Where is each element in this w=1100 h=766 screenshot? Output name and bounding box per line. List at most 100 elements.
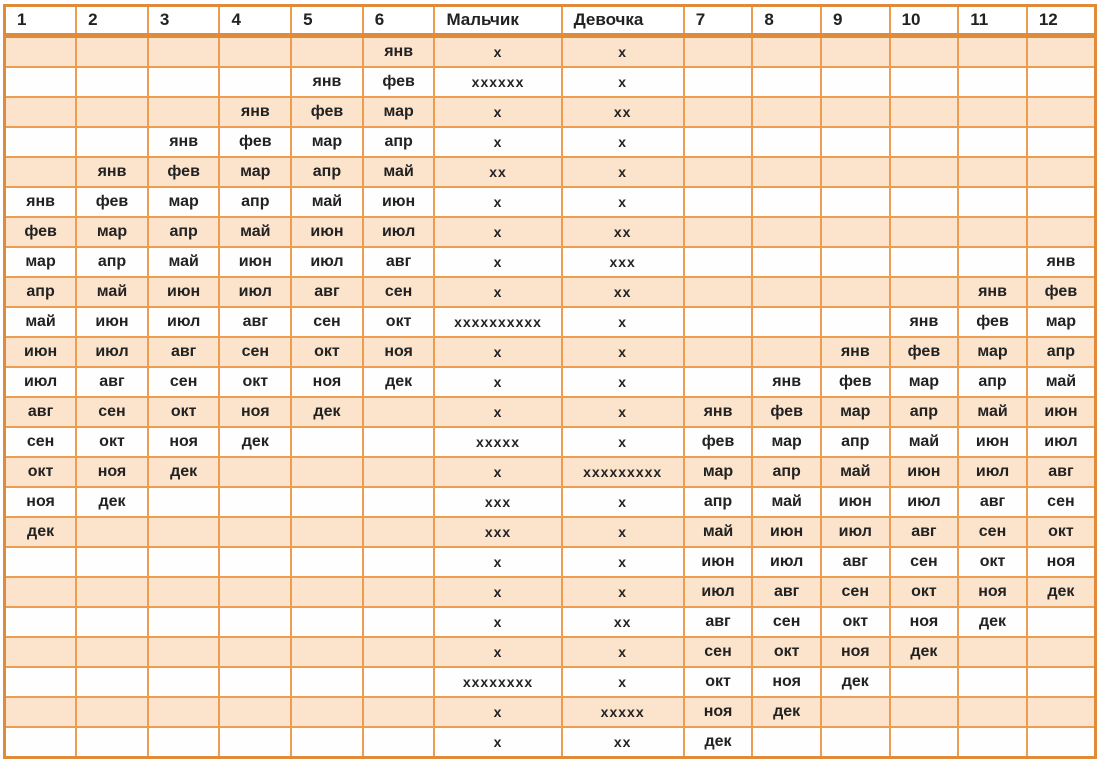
empty-cell	[146, 666, 221, 698]
month-cell: июл	[682, 576, 754, 608]
empty-cell	[218, 696, 293, 728]
table-row: х хх дек	[3, 726, 1097, 759]
marker-cell: ххх	[433, 516, 563, 548]
month-cell: янв	[361, 34, 436, 68]
marker-cell: х	[560, 486, 685, 518]
month-cell: янв	[751, 366, 822, 398]
empty-cell	[75, 666, 149, 698]
column-header: 4	[218, 4, 293, 38]
empty-cell	[361, 396, 436, 428]
month-cell: мар	[146, 186, 221, 218]
month-cell: окт	[819, 606, 891, 638]
month-cell: апр	[751, 456, 822, 488]
month-cell: июл	[3, 366, 78, 398]
empty-cell	[957, 34, 1028, 68]
month-cell: янв	[290, 66, 364, 98]
empty-cell	[75, 34, 149, 68]
empty-cell	[146, 546, 221, 578]
month-cell: сен	[218, 336, 293, 368]
month-cell: июн	[361, 186, 436, 218]
empty-cell	[819, 306, 891, 338]
empty-cell	[146, 636, 221, 668]
marker-cell: х	[433, 606, 563, 638]
table-row: х х июн июл авг сен окт ноя	[3, 546, 1097, 578]
month-cell: окт	[361, 306, 436, 338]
table-row: янв фев хххххх х	[3, 66, 1097, 98]
empty-cell	[1025, 156, 1097, 188]
month-cell: авг	[819, 546, 891, 578]
month-cell: мар	[75, 216, 149, 248]
month-cell: дек	[751, 696, 822, 728]
month-cell: сен	[361, 276, 436, 308]
month-cell: июл	[361, 216, 436, 248]
marker-cell: х	[560, 396, 685, 428]
month-cell: июн	[888, 456, 960, 488]
empty-cell	[75, 636, 149, 668]
empty-cell	[75, 696, 149, 728]
month-cell: ноя	[146, 426, 221, 458]
month-cell: ноя	[888, 606, 960, 638]
month-cell: окт	[751, 636, 822, 668]
table-row: ноя дек ххх х апр май июн июл авг сен	[3, 486, 1097, 518]
empty-cell	[3, 726, 78, 759]
empty-cell	[290, 486, 364, 518]
marker-cell: х	[433, 546, 563, 578]
empty-cell	[361, 726, 436, 759]
month-cell: май	[751, 486, 822, 518]
empty-cell	[888, 216, 960, 248]
month-cell: май	[218, 216, 293, 248]
empty-cell	[888, 246, 960, 278]
month-cell: мар	[751, 426, 822, 458]
month-cell: мар	[1025, 306, 1097, 338]
month-cell: мар	[819, 396, 891, 428]
month-cell: сен	[3, 426, 78, 458]
empty-cell	[957, 636, 1028, 668]
month-cell: авг	[146, 336, 221, 368]
marker-cell: х	[560, 546, 685, 578]
month-cell: дек	[290, 396, 364, 428]
month-cell: дек	[819, 666, 891, 698]
month-cell: май	[888, 426, 960, 458]
marker-cell: х	[560, 66, 685, 98]
month-cell: окт	[3, 456, 78, 488]
empty-cell	[751, 726, 822, 759]
empty-cell	[290, 666, 364, 698]
month-cell: май	[361, 156, 436, 188]
month-cell: май	[75, 276, 149, 308]
table-row: х х июл авг сен окт ноя дек	[3, 576, 1097, 608]
marker-cell: х	[560, 156, 685, 188]
empty-cell	[957, 666, 1028, 698]
month-cell: сен	[75, 396, 149, 428]
empty-cell	[146, 606, 221, 638]
empty-cell	[682, 126, 754, 158]
month-cell: май	[819, 456, 891, 488]
month-cell: апр	[361, 126, 436, 158]
empty-cell	[218, 34, 293, 68]
month-cell: сен	[819, 576, 891, 608]
table-row: сен окт ноя дек ххххх х фев мар апр май июн июл	[3, 426, 1097, 458]
empty-cell	[888, 186, 960, 218]
marker-cell: х	[433, 186, 563, 218]
empty-cell	[1025, 606, 1097, 638]
month-cell: дек	[888, 636, 960, 668]
empty-cell	[751, 216, 822, 248]
empty-cell	[957, 126, 1028, 158]
month-cell: авг	[361, 246, 436, 278]
empty-cell	[75, 96, 149, 128]
month-cell: ноя	[290, 366, 364, 398]
empty-cell	[751, 34, 822, 68]
table-row: авг сен окт ноя дек х х янв фев мар апр май июн	[3, 396, 1097, 428]
column-header: 2	[75, 4, 149, 38]
month-cell: сен	[888, 546, 960, 578]
month-cell: ноя	[361, 336, 436, 368]
empty-cell	[1025, 186, 1097, 218]
marker-cell: хххххххххх	[433, 306, 563, 338]
empty-cell	[146, 96, 221, 128]
month-cell: май	[957, 396, 1028, 428]
empty-cell	[682, 366, 754, 398]
month-cell: июн	[682, 546, 754, 578]
empty-cell	[3, 66, 78, 98]
empty-cell	[3, 34, 78, 68]
month-cell: дек	[218, 426, 293, 458]
empty-cell	[290, 456, 364, 488]
